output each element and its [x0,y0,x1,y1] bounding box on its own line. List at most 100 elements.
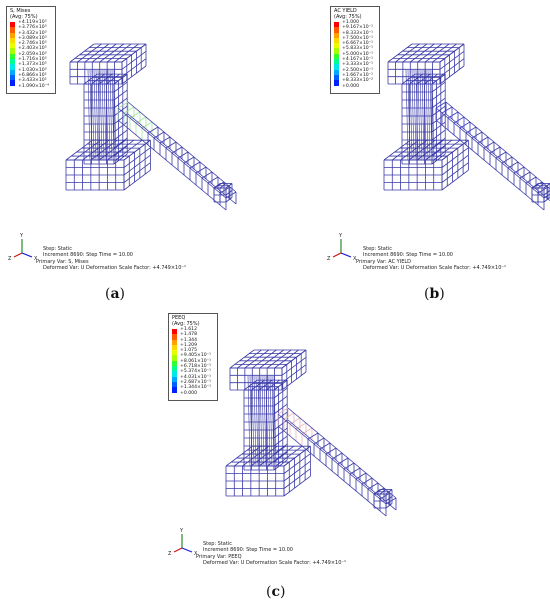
color-swatch [10,59,15,65]
legend-value: +8.333×10⁻² [342,78,373,84]
color-swatch [10,48,15,54]
step-label: Step: Static [363,246,392,252]
color-swatch [172,366,177,372]
color-swatch [172,371,177,377]
triad-y-label: Y [19,233,24,239]
legend-title: AC YIELD [334,8,357,14]
info-block-b: Step: Static Increment 8690: Step Time =… [356,246,506,271]
color-scale [10,22,15,86]
color-swatch [172,387,177,393]
legend-value: +4.031×10⁻¹ [180,374,211,380]
legend-averaging: (Avg: 75%) [10,14,38,20]
legend-value: +1.030×10³ [18,67,47,73]
color-swatch [10,27,15,33]
legend-value: +5.000×10⁻¹ [342,51,373,57]
legend-value: +1.478 [180,332,198,338]
color-swatch [10,43,15,49]
color-swatch [334,74,339,81]
mesh-model-a [65,43,237,211]
color-scale [334,22,339,86]
legend-value: +3.089×10³ [18,35,47,41]
legend-value: +2.687×10⁻¹ [180,379,211,385]
legend-value: +3.432×10³ [18,30,47,36]
color-swatch [334,69,339,75]
increment-label: Increment 8690: Step Time = 10.00 [43,252,133,259]
deformed-var-label: Deformed Var: U Deformation Scale Factor… [43,264,187,271]
axis-triad-c: Y X Z [168,528,198,557]
legend-value: +8.061×10⁻¹ [180,358,211,364]
step-label: Step: Static [43,246,72,252]
legend-values: +1.612 +1.478 +1.344 +1.209 +1.075 +9.405×10⁻… [180,327,211,396]
color-swatch [172,344,177,351]
color-swatch [172,339,177,345]
color-swatch [172,355,177,361]
legend-c: PEEQ (Avg: 75%) +1.612 +1.478 +1.344 +1.209… [168,313,218,401]
primary-var-label: Primary Var: S, Mises [36,258,89,265]
legend-value: +7.500×10⁻¹ [342,35,373,41]
color-swatch [10,80,15,86]
legend-value: +1.209 [180,342,198,348]
caption-b: (b) [424,286,445,302]
color-swatch [10,32,15,38]
triad-z-label: Z [8,256,12,262]
info-block-a: Step: Static Increment 8690: Step Time =… [36,246,186,271]
deformed-var-label: Deformed Var: U Deformation Scale Factor… [203,559,347,566]
legend-value: +2.403×10³ [18,46,47,52]
increment-label: Increment 8690: Step Time = 10.00 [203,547,293,554]
legend-value: +5.833×10⁻¹ [342,46,373,52]
triad-x-label: X [34,256,38,262]
legend-value: +4.119×10³ [18,20,47,25]
info-block-c: Step: Static Increment 8690: Step Time =… [196,541,346,566]
mesh-model-c [225,349,397,517]
color-swatch [334,64,339,70]
legend-averaging: (Avg: 75%) [172,321,200,327]
legend-value: +1.090×10⁻⁴ [18,83,49,89]
legend-value: +1.344×10⁻¹ [180,385,211,391]
caption-c: (c) [266,584,286,600]
color-swatch [334,53,339,60]
legend-value: +3.433×10² [18,78,47,84]
color-swatch [334,48,339,54]
deformed-var-label: Deformed Var: U Deformation Scale Factor… [363,264,507,271]
color-swatch [10,37,15,44]
color-swatch [172,329,177,335]
legend-value: +1.716×10³ [18,57,47,63]
legend-averaging: (Avg: 75%) [334,14,362,20]
triad-y-label: Y [338,233,343,239]
legend-a: S, Mises (Avg: 75%) +4.119×10³ +3.776×10³… [6,6,56,94]
color-swatch [10,22,15,28]
legend-value: +1.000 [342,20,360,25]
triad-z-label: Z [168,551,172,557]
legend-b: AC YIELD (Avg: 75%) +1.000 +9.167×10⁻¹ +8.… [330,6,380,94]
legend-value: +0.000 [342,83,360,89]
color-swatch [334,80,339,86]
color-swatch [334,32,339,38]
color-swatch [334,43,339,49]
legend-values: +1.000 +9.167×10⁻¹ +8.333×10⁻¹ +7.500×10⁻¹ +… [342,20,373,89]
legend-value: +3.776×10³ [18,25,47,31]
legend-value: +9.167×10⁻¹ [342,25,373,31]
legend-value: +1.344 [180,337,198,343]
color-swatch [172,376,177,382]
legend-value: +6.718×10⁻¹ [180,364,211,370]
legend-values: +4.119×10³ +3.776×10³ +3.432×10³ +3.089×10³… [18,20,49,89]
legend-value: +9.405×10⁻¹ [180,353,211,359]
axis-triad-b: Y X Z [327,233,357,262]
increment-label: Increment 8690: Step Time = 10.00 [363,252,453,259]
legend-value: +5.374×10⁻¹ [180,369,211,375]
color-swatch [334,59,339,65]
legend-value: +1.075 [180,348,198,354]
color-swatch [334,22,339,28]
mesh-model-b [383,43,550,211]
legend-value: +2.746×10³ [18,41,47,47]
axis-triad-a: Y X Z [8,233,38,262]
color-swatch [172,350,177,356]
color-swatch [10,53,15,60]
color-swatch [334,37,339,44]
triad-z-label: Z [327,256,331,262]
primary-var-label: Primary Var: AC YIELD [356,258,411,265]
color-swatch [10,64,15,70]
legend-value: +1.667×10⁻¹ [342,72,373,78]
color-swatch [334,27,339,33]
legend-value: +6.866×10² [18,72,47,78]
